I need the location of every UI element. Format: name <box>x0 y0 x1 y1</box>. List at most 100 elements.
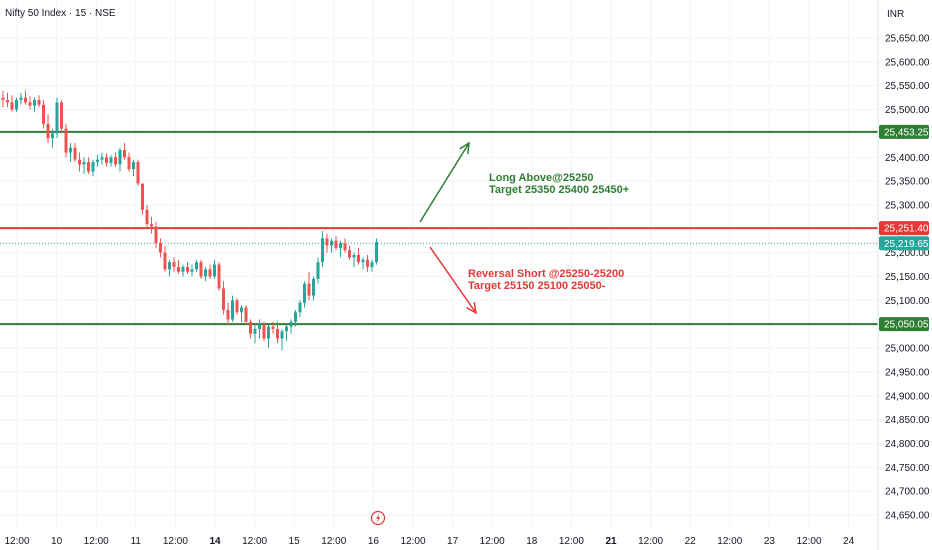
candle <box>109 154 113 167</box>
price-level-badge <box>879 317 929 332</box>
candle-body <box>366 259 369 267</box>
x-tick-label: 22 <box>685 536 697 547</box>
candle <box>114 152 117 167</box>
candle <box>141 183 144 215</box>
candle-body <box>213 264 216 277</box>
candle <box>33 97 36 112</box>
y-tick-label: 25,150.00 <box>885 272 930 283</box>
candle <box>118 147 122 172</box>
candle <box>15 97 18 112</box>
candle <box>82 157 86 174</box>
candle <box>235 297 239 315</box>
symbol-title: Nifty 50 Index · 15 · NSE <box>5 8 116 19</box>
candle <box>334 235 338 251</box>
candle <box>222 281 225 315</box>
x-tick-label: 10 <box>51 536 63 547</box>
y-tick-label: 24,950.00 <box>885 367 930 378</box>
candle <box>96 154 99 167</box>
candle-body <box>361 259 365 263</box>
candle-body <box>375 242 378 263</box>
candle <box>253 324 257 344</box>
candle-body <box>352 255 356 258</box>
candle-body <box>334 240 338 248</box>
candle <box>46 114 50 143</box>
candle-layer <box>1 90 378 351</box>
candle-body <box>307 283 311 296</box>
candle <box>159 238 162 258</box>
candle-body <box>109 157 113 163</box>
candle-body <box>190 269 194 272</box>
candle <box>339 240 342 258</box>
candle-body <box>37 100 41 105</box>
candle <box>6 92 9 108</box>
candle <box>352 252 356 267</box>
long-annotation-text: Long Above@25250 <box>489 172 593 184</box>
candle-body <box>316 262 320 279</box>
candle-body <box>51 133 54 139</box>
candle-body <box>289 321 293 327</box>
candle <box>186 262 189 275</box>
candle <box>190 264 194 277</box>
candle <box>60 100 63 134</box>
arrow-head <box>459 141 470 155</box>
candle-body <box>204 269 207 277</box>
candle <box>213 259 216 279</box>
candle <box>298 300 302 318</box>
arrow-shaft <box>429 246 477 314</box>
candle-body <box>231 300 234 320</box>
candle-body <box>136 162 140 184</box>
candle <box>226 302 230 325</box>
candle-body <box>249 321 252 334</box>
candle <box>330 238 333 253</box>
candle-body <box>6 100 9 103</box>
candle <box>136 159 140 186</box>
candle-body <box>69 147 72 153</box>
candle <box>361 257 365 270</box>
x-tick-label: 17 <box>447 536 459 547</box>
y-tick-label: 25,350.00 <box>885 177 930 188</box>
candle <box>204 266 207 282</box>
candle-body <box>339 243 342 248</box>
candle <box>366 255 369 272</box>
candle-body <box>105 157 108 163</box>
candle-body <box>24 97 27 103</box>
candle <box>208 264 212 279</box>
candle <box>343 238 347 253</box>
x-tick-label: 24 <box>843 536 855 547</box>
candle <box>10 95 14 112</box>
candle <box>177 259 180 275</box>
short-annotation-text: Target 25150 25100 25050- <box>468 280 606 292</box>
short-arrow <box>429 246 477 315</box>
candle-body <box>96 159 99 163</box>
candle <box>195 259 198 272</box>
candle <box>132 159 135 177</box>
x-tick-label: 12:00 <box>84 536 109 547</box>
candle <box>307 271 311 301</box>
candle-body <box>82 162 86 165</box>
short-annotation-text: Reversal Short @25250-25200 <box>468 268 624 280</box>
x-tick-label: 12:00 <box>163 536 188 547</box>
candle-body <box>154 226 158 244</box>
candle <box>127 152 131 172</box>
candle <box>321 231 324 267</box>
candle <box>357 247 360 265</box>
price-level-badge-text: 25,050.05 <box>884 320 929 331</box>
candle <box>375 238 378 265</box>
candle-body <box>28 102 32 106</box>
candle <box>42 100 45 129</box>
x-tick-label: 16 <box>368 536 380 547</box>
candle <box>267 324 270 349</box>
candle-body <box>357 255 360 263</box>
candle-body <box>186 266 189 272</box>
long-arrow <box>419 141 470 223</box>
candle-body <box>145 209 149 225</box>
candle <box>24 90 27 105</box>
currency-label[interactable]: INR <box>887 9 904 20</box>
y-tick-label: 25,550.00 <box>885 81 930 92</box>
y-tick-label: 25,400.00 <box>885 153 930 164</box>
candle-body <box>253 328 257 334</box>
lightning-icon[interactable] <box>370 510 386 526</box>
price-level-badge <box>879 221 929 236</box>
